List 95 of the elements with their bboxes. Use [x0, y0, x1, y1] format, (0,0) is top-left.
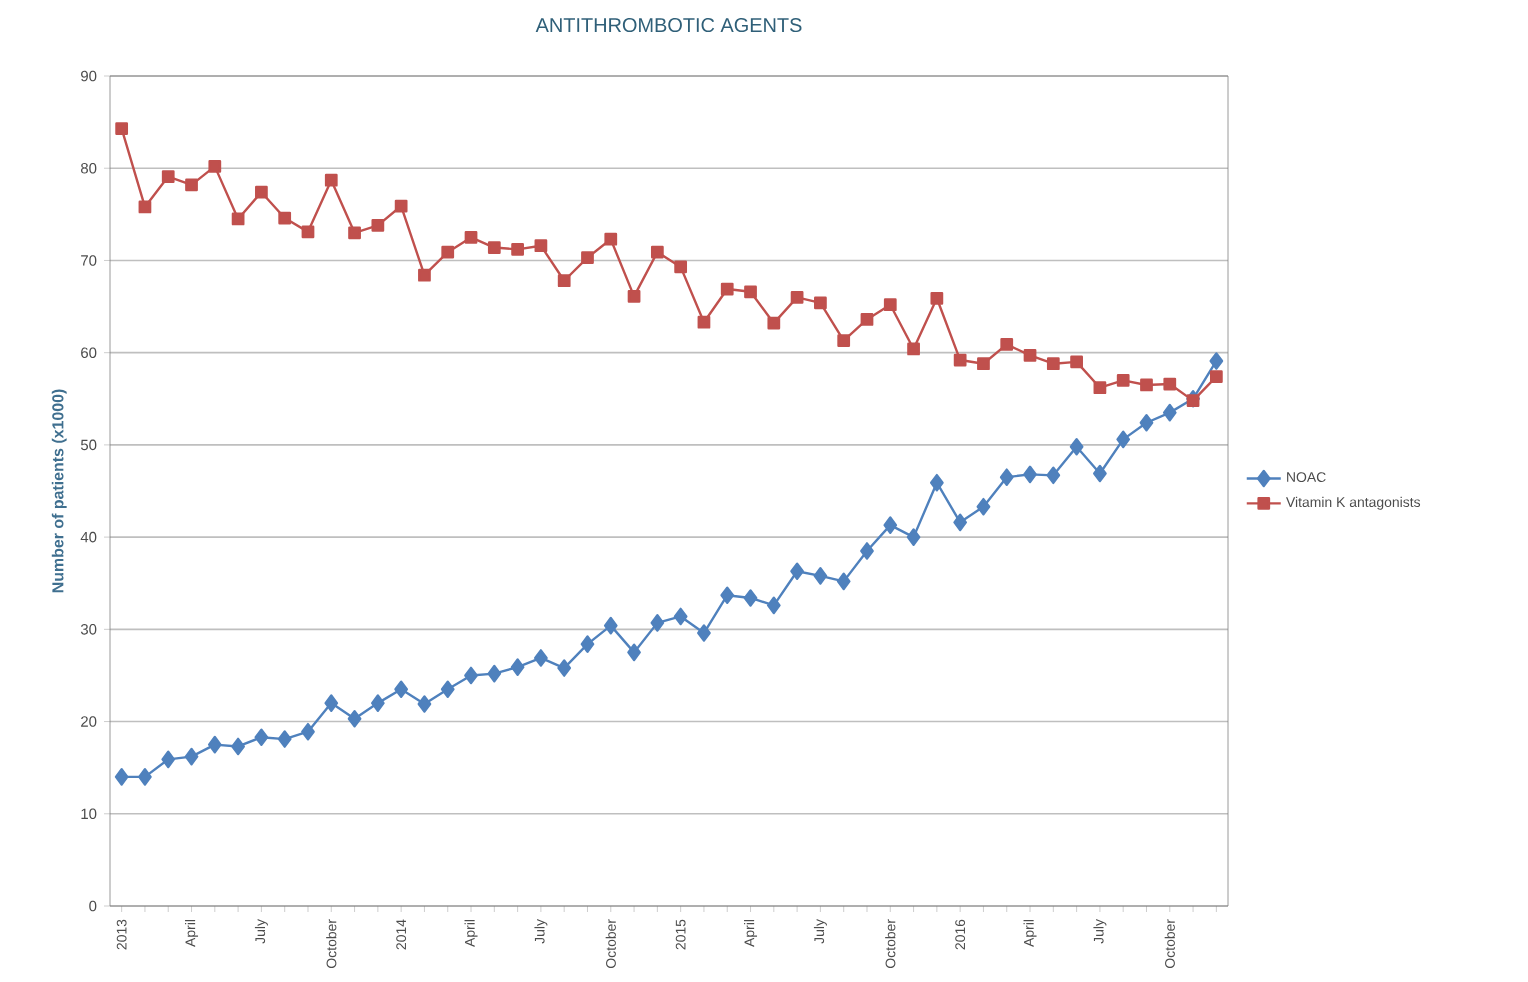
- point: [1162, 403, 1177, 422]
- point: [1116, 430, 1131, 449]
- point: [720, 586, 735, 604]
- point: [627, 643, 641, 662]
- point: [511, 243, 524, 256]
- point: [370, 694, 385, 712]
- point: [417, 695, 432, 713]
- point: [814, 296, 827, 310]
- point: [278, 211, 292, 225]
- point: [650, 614, 665, 632]
- point: [231, 212, 245, 226]
- point: [418, 268, 431, 282]
- point: [1023, 349, 1037, 362]
- point: [650, 245, 664, 259]
- point: [1023, 465, 1037, 484]
- point: [1046, 357, 1060, 371]
- point: [766, 596, 781, 615]
- point: [347, 710, 362, 728]
- point: [301, 225, 315, 239]
- point: [208, 160, 222, 173]
- point: [394, 680, 409, 699]
- chart-title: ANTITHROMBOTIC AGENTS: [535, 18, 802, 33]
- point: [1116, 373, 1130, 387]
- point: [953, 353, 967, 367]
- point: [114, 768, 129, 786]
- point: [487, 241, 501, 254]
- point: [115, 122, 129, 135]
- point: [1163, 377, 1177, 391]
- point: [976, 497, 991, 516]
- point: [860, 542, 874, 560]
- point: [1069, 437, 1084, 456]
- point: [371, 219, 385, 232]
- point: [534, 649, 548, 667]
- point: [207, 735, 222, 754]
- point: [883, 298, 897, 312]
- point: [580, 635, 595, 653]
- point: [604, 232, 618, 246]
- point: [1070, 355, 1083, 369]
- point: [464, 231, 478, 244]
- point: [557, 659, 572, 677]
- point: [953, 513, 968, 532]
- point: [743, 589, 758, 607]
- point: [185, 178, 198, 192]
- point: [184, 747, 199, 766]
- point: [324, 694, 339, 712]
- point: [744, 285, 757, 299]
- point: [581, 251, 594, 265]
- point: [161, 750, 176, 769]
- point: [441, 245, 455, 259]
- point: [720, 282, 734, 296]
- point: [977, 357, 990, 371]
- point: [255, 185, 268, 199]
- point: [907, 342, 920, 356]
- point: [161, 170, 175, 183]
- point: [836, 572, 851, 591]
- point: [790, 562, 804, 580]
- point: [813, 567, 828, 585]
- point: [487, 664, 502, 683]
- point: [254, 728, 269, 746]
- point: [697, 315, 711, 329]
- point: [348, 226, 361, 240]
- point: [1140, 378, 1153, 392]
- point: [1209, 370, 1223, 384]
- point: [440, 680, 455, 699]
- point: [674, 260, 688, 274]
- point: [999, 468, 1014, 486]
- point: [464, 666, 478, 685]
- point: [697, 624, 711, 642]
- point: [138, 768, 152, 786]
- point: [1093, 381, 1107, 395]
- point: [324, 173, 338, 187]
- point: [1000, 338, 1014, 351]
- point: [860, 313, 874, 326]
- point: [510, 658, 525, 676]
- point: [930, 291, 944, 305]
- point: [906, 528, 921, 546]
- point: [1046, 466, 1061, 485]
- point: [231, 737, 245, 756]
- point: [301, 722, 315, 741]
- point: [883, 516, 898, 534]
- point: [1093, 464, 1107, 483]
- point: [790, 290, 804, 304]
- point: [138, 200, 152, 214]
- point: [673, 607, 688, 626]
- point: [929, 473, 944, 492]
- point: [837, 334, 851, 348]
- point: [557, 274, 571, 288]
- point: [627, 290, 641, 303]
- point: [1209, 352, 1224, 370]
- point: [767, 316, 781, 330]
- point: [394, 199, 408, 213]
- point: [603, 616, 618, 635]
- point: [1139, 413, 1154, 432]
- point: [277, 730, 292, 748]
- point: [534, 239, 548, 253]
